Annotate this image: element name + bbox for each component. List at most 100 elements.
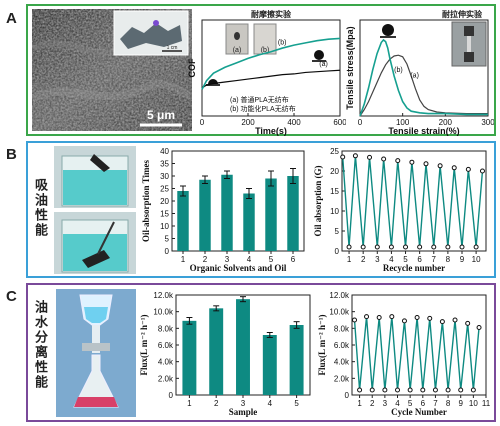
cof-title: 耐摩擦实验 <box>251 9 292 19</box>
x-tick-label: 2 <box>361 255 366 264</box>
data-point <box>420 387 426 393</box>
data-point <box>414 315 420 320</box>
y-tick-label: 10.0k <box>153 308 174 317</box>
x-tick-label: 8 <box>446 255 451 264</box>
flux-cycle-chart: 0 2.0k 4.0k 6.0k 8.0k 10.0k 12.0k Cycle Number F… <box>317 291 491 417</box>
x-axis-label: Organic Solvents and Oil <box>190 263 287 273</box>
y-tick-label: 5 <box>335 227 340 236</box>
x-tick-label: 1 <box>357 399 362 408</box>
x-tick-label: 200 <box>439 118 453 127</box>
data-point <box>360 244 366 250</box>
data-point <box>451 165 457 171</box>
panel-c <box>26 283 496 422</box>
tensile-xlabel: Tensile strain(%) <box>388 126 459 136</box>
x-tick-label: 0 <box>358 118 363 127</box>
data-point <box>427 315 433 321</box>
y-tick-label: 40 <box>160 147 169 156</box>
series-annotation-b: (b) <box>278 39 287 46</box>
y-tick-label: 15 <box>160 210 169 219</box>
x-tick-label: 300 <box>481 118 494 127</box>
cof-legend-a: (a) 普通PLA无纺布 <box>230 95 289 104</box>
y-tick-label: 6.0k <box>158 341 174 350</box>
data-point <box>439 319 445 325</box>
data-point <box>407 387 413 393</box>
bar <box>209 308 224 395</box>
x-tick-label: 2 <box>370 399 375 408</box>
x-tick-label: 5 <box>408 399 413 408</box>
data-point <box>388 244 394 250</box>
bar <box>262 335 277 395</box>
x-tick-label: 10 <box>472 255 481 264</box>
x-tick-label: 10 <box>469 399 478 408</box>
data-point <box>452 317 458 323</box>
separation-apparatus-photo <box>56 289 136 417</box>
x-tick-label: 600 <box>333 118 346 127</box>
flux-sample-chart: 0 2.0k 4.0k 6.0k 8.0k 10.0k 12.0k Sample Flux(L … <box>139 291 311 417</box>
y-tick-label: 0 <box>169 391 174 400</box>
data-point <box>389 314 395 320</box>
y-tick-label: 35 <box>160 160 169 169</box>
bar <box>177 191 189 251</box>
droplet-icon <box>380 24 396 38</box>
y-tick-label: 5 <box>165 235 170 244</box>
data-point <box>382 387 388 393</box>
series-annotation-a: (a) <box>410 73 419 80</box>
y-tick-label: 8.0k <box>334 324 350 333</box>
x-tick-label: 200 <box>241 118 255 127</box>
beaker-photo-bottom <box>54 212 136 274</box>
y-tick-label: 30 <box>160 172 169 181</box>
y-tick-label: 10.0k <box>329 308 350 317</box>
data-point <box>458 387 464 393</box>
y-axis-label: Oil absorption (G) <box>313 165 323 236</box>
series-line-b <box>201 37 341 90</box>
x-tick-label: 1 <box>181 255 186 264</box>
data-point <box>364 314 370 320</box>
panel-b <box>26 141 496 278</box>
x-tick-label: 2 <box>203 255 208 264</box>
sem-scale-label: 5 μm <box>147 108 175 122</box>
y-tick-label: 2.0k <box>158 374 174 383</box>
panel-c-side-label: 油水分离性能 <box>33 300 48 390</box>
y-tick-label: 12.0k <box>329 291 350 300</box>
tensile-marks: 0 100 200 300 (a) (b) <box>358 38 494 127</box>
data-point <box>409 159 415 165</box>
data-point <box>445 244 451 250</box>
x-tick-label: 8 <box>446 399 451 408</box>
sem-inset-photo: 1 cm <box>113 10 189 56</box>
bar <box>221 174 233 251</box>
cof-photo-b: (b) <box>253 23 277 55</box>
cof-chart: 耐摩擦实验 (a) (b) 0 200 400 600 (a) (b) (a) 普通PLA… <box>187 9 346 136</box>
data-point <box>395 158 401 164</box>
x-tick-label: 7 <box>433 399 438 408</box>
x-tick-label: 5 <box>294 399 299 408</box>
y-tick-label: 4.0k <box>334 358 350 367</box>
x-tick-label: 7 <box>432 255 437 264</box>
x-tick-label: 2 <box>214 399 219 408</box>
x-axis-label: Sample <box>229 407 258 417</box>
series-annotation-b: (b) <box>394 67 403 74</box>
x-tick-label: 6 <box>291 255 296 264</box>
data-point <box>459 244 465 250</box>
y-axis-label: Flux(L m⁻² h⁻¹) <box>317 315 327 376</box>
bar <box>289 325 304 395</box>
bar <box>199 179 211 251</box>
data-point <box>381 156 387 162</box>
y-tick-label: 0 <box>165 247 170 256</box>
cof-legend: (a) 普通PLA无纺布 (b) 功能化PLA无纺布 <box>230 95 296 113</box>
cof-ylabel: COF <box>187 58 197 78</box>
x-tick-label: 3 <box>241 399 246 408</box>
y-tick-label: 25 <box>160 185 169 194</box>
tensile-photo <box>451 21 487 67</box>
x-tick-label: 4 <box>268 399 273 408</box>
x-tick-label: 4 <box>389 255 394 264</box>
x-tick-label: 9 <box>458 399 463 408</box>
x-tick-label: 6 <box>421 399 426 408</box>
cof-legend-b: (b) 功能化PLA无纺布 <box>230 104 296 113</box>
data-point <box>401 318 407 324</box>
cof-photo-label-a: (a) <box>233 47 242 54</box>
data-point <box>476 325 482 330</box>
y-tick-label: 10 <box>160 222 169 231</box>
series-annotation-a: (a) <box>319 61 328 68</box>
